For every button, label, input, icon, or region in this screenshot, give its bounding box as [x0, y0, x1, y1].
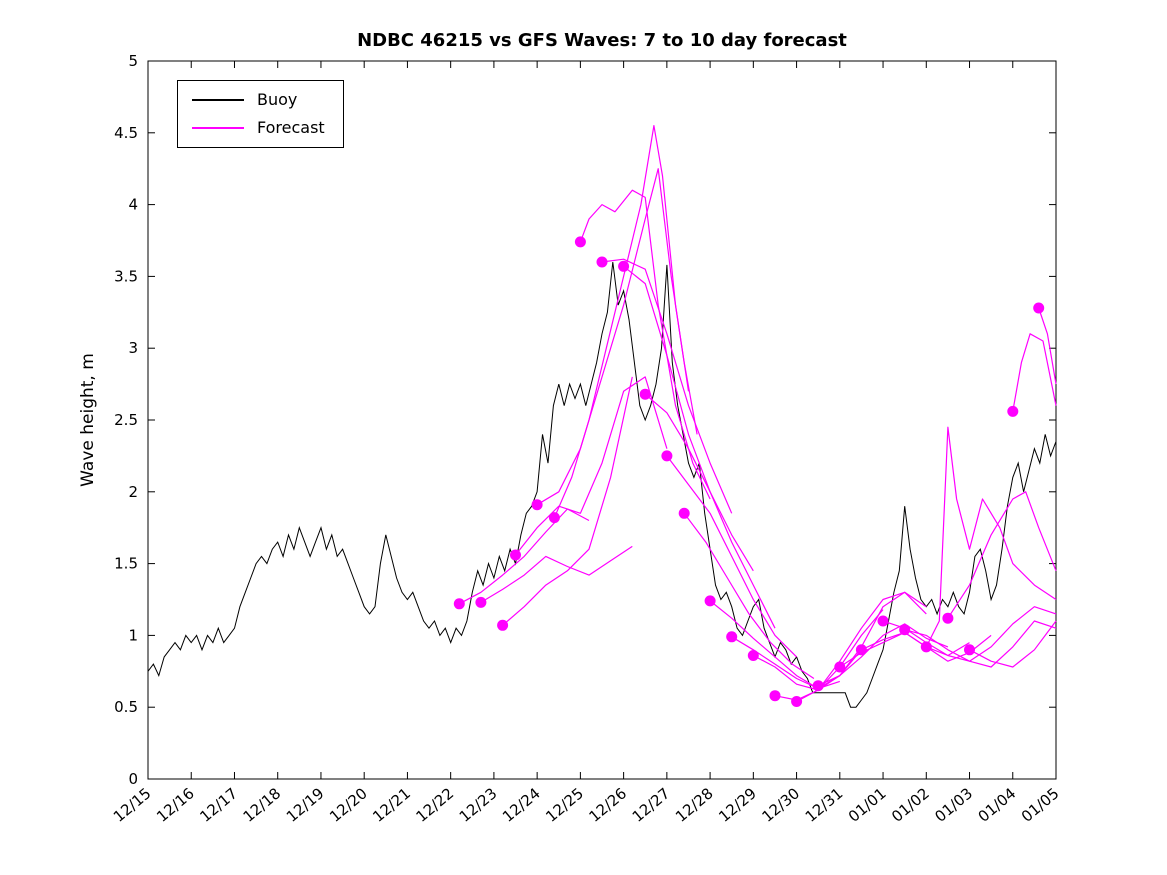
y-tick-label: 0.5 [114, 698, 138, 716]
forecast-line [925, 426, 1057, 648]
forecast-marker [639, 388, 651, 400]
forecast-line [536, 168, 698, 506]
forecast-marker [596, 256, 608, 268]
forecast-marker [618, 260, 630, 272]
x-tick-label: 12/19 [283, 784, 328, 826]
forecast-line [817, 623, 949, 687]
y-tick-label: 3 [128, 339, 138, 357]
forecast-marker [834, 661, 846, 673]
chart-legend: Buoy Forecast [177, 80, 344, 148]
forecast-marker [812, 680, 824, 692]
x-tick-label: 01/02 [888, 784, 933, 826]
forecast-line [579, 189, 711, 500]
forecast-marker [1007, 405, 1019, 417]
buoy-line [147, 261, 1057, 708]
forecast-line [515, 376, 668, 556]
forecast-line [553, 124, 690, 518]
forecast-marker [475, 596, 487, 608]
forecast-marker [548, 512, 560, 524]
plot-box [147, 60, 1057, 780]
forecast-marker [747, 650, 759, 661]
x-tick-label: 12/31 [802, 784, 847, 826]
forecast-marker [510, 549, 521, 561]
forecast-line [502, 376, 633, 626]
forecast-line [1012, 333, 1057, 412]
x-tick-label: 12/17 [196, 784, 241, 826]
y-tick-label: 4.5 [114, 124, 138, 142]
forecast-line [601, 258, 733, 514]
forecast-line [709, 600, 840, 690]
forecast-line [969, 620, 1057, 668]
x-tick-label: 12/26 [586, 784, 631, 826]
x-tick-label: 12/20 [326, 784, 371, 826]
x-tick-label: 12/15 [110, 784, 155, 826]
x-tick-label: 01/05 [1018, 784, 1063, 826]
legend-buoy-line-sample [192, 99, 244, 101]
forecast-marker [704, 595, 716, 607]
x-tick-label: 12/28 [672, 784, 717, 826]
forecast-marker [791, 696, 803, 707]
forecast-line [683, 512, 815, 679]
x-tick-label: 12/22 [413, 784, 458, 826]
y-tick-label: 3.5 [114, 267, 138, 285]
forecast-marker [678, 507, 690, 519]
forecast-line [623, 265, 754, 572]
x-tick-label: 12/16 [153, 784, 198, 826]
legend-buoy-label: Buoy [257, 90, 298, 109]
forecast-marker [726, 631, 738, 643]
x-tick-label: 12/24 [499, 784, 544, 826]
forecast-marker [453, 598, 465, 610]
forecast-marker [497, 619, 509, 631]
x-tick-label: 12/21 [369, 784, 414, 826]
x-tick-label: 01/01 [845, 784, 890, 826]
forecast-marker [899, 624, 911, 636]
forecast-line [904, 620, 1057, 668]
y-tick-label: 2.5 [114, 411, 138, 429]
legend-forecast-line-sample [192, 127, 244, 129]
forecast-marker [574, 236, 586, 248]
forecast-marker [769, 690, 781, 702]
forecast-line [947, 491, 1057, 619]
forecast-marker [661, 450, 673, 462]
forecast-line [480, 545, 633, 603]
forecast-marker [920, 641, 932, 653]
forecast-marker [942, 612, 954, 624]
forecast-marker [1033, 302, 1045, 314]
forecast-marker [531, 499, 543, 511]
legend-entry-buoy: Buoy [192, 92, 325, 108]
y-tick-label: 2 [128, 483, 138, 501]
forecast-marker [877, 615, 889, 627]
x-tick-label: 12/29 [715, 784, 760, 826]
y-axis-label: Wave height, m [78, 353, 98, 487]
legend-forecast-label: Forecast [257, 118, 325, 137]
x-tick-label: 01/04 [975, 784, 1020, 826]
legend-entry-forecast: Forecast [192, 120, 325, 136]
y-tick-label: 1.5 [114, 555, 138, 573]
x-tick-label: 12/18 [240, 784, 285, 826]
y-tick-label: 4 [128, 196, 138, 214]
y-tick-label: 5 [128, 52, 138, 70]
forecast-marker [855, 644, 867, 656]
x-tick-label: 12/25 [542, 784, 587, 826]
forecast-line [774, 591, 927, 701]
forecast-line [666, 455, 798, 658]
forecast-line [1038, 307, 1057, 385]
x-tick-label: 12/27 [629, 784, 674, 826]
x-tick-label: 12/30 [758, 784, 803, 826]
y-tick-label: 0 [128, 770, 138, 788]
forecast-line [644, 393, 776, 629]
chart-title: NDBC 46215 vs GFS Waves: 7 to 10 day for… [357, 30, 847, 51]
y-tick-label: 1 [128, 626, 138, 644]
x-tick-label: 12/23 [456, 784, 501, 826]
forecast-marker [964, 644, 975, 656]
x-tick-label: 01/03 [931, 784, 976, 826]
